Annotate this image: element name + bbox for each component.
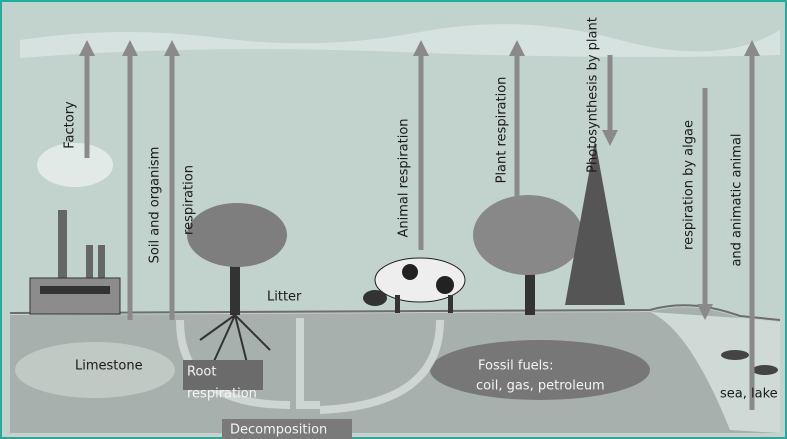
fish xyxy=(752,365,778,375)
label: Root xyxy=(187,365,216,380)
label: Animal respiration xyxy=(397,118,412,237)
label: respiration by algae xyxy=(682,120,697,250)
label: Fossil fuels: xyxy=(478,359,553,374)
label: respiration xyxy=(182,165,197,235)
label: Plant respiration xyxy=(495,77,510,184)
label: respiration xyxy=(187,387,257,402)
carbon-cycle-diagram: Factory Soil and organism respiration An… xyxy=(0,0,787,439)
label: sea, lake xyxy=(720,387,778,402)
label: Soil and organism xyxy=(148,147,163,264)
label: Limestone xyxy=(75,359,143,374)
label: Photosynthesis by plant xyxy=(586,17,601,173)
label: Factory xyxy=(63,101,78,149)
label: and animatic animal xyxy=(730,133,745,266)
label: Litter xyxy=(267,290,302,305)
label: Decomposition xyxy=(230,423,327,438)
fish xyxy=(721,350,749,360)
label: coil, gas, petroleum xyxy=(476,379,605,394)
